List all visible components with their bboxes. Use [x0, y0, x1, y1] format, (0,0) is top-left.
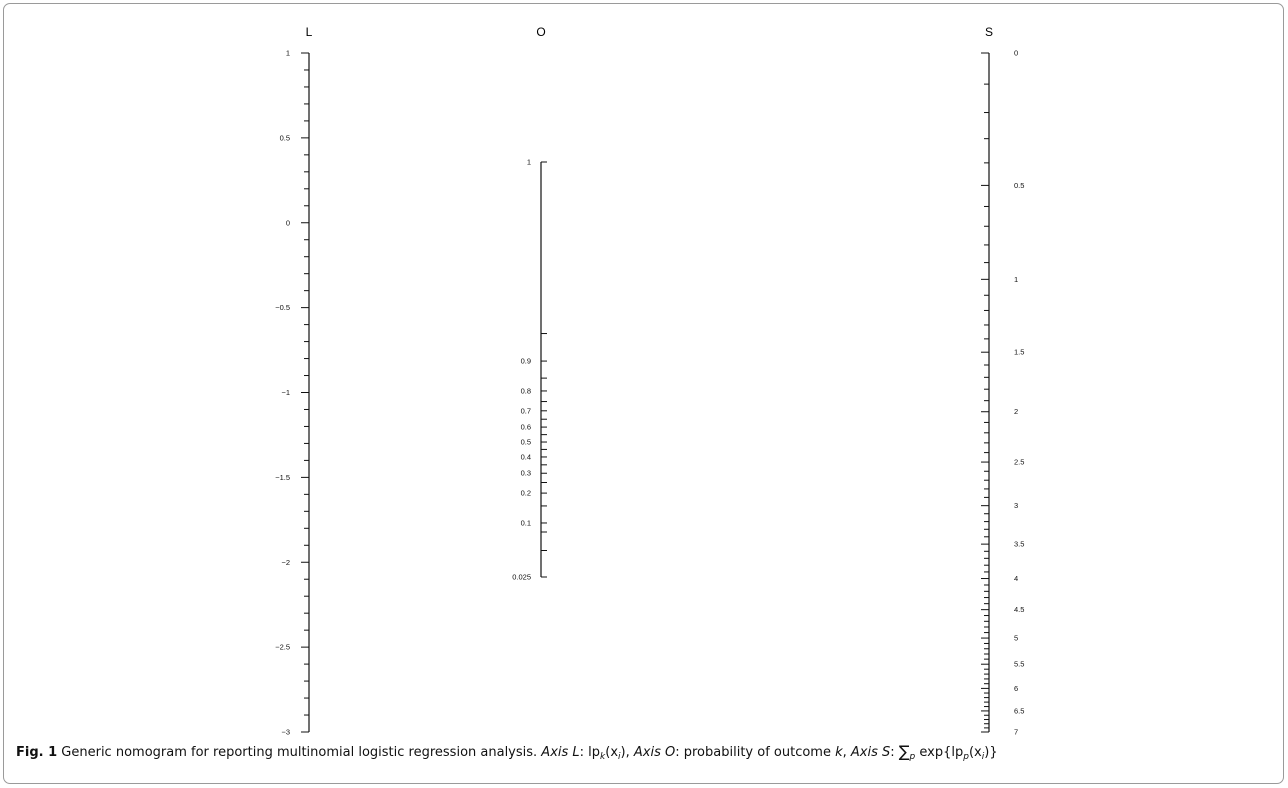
axis-l-tick-label: −0.5: [275, 303, 290, 312]
caption-axis-s-desc-c: (x: [968, 745, 982, 760]
axis-s-tick-label: 2.5: [1014, 458, 1024, 467]
axis-l-tick-label: −1.5: [275, 473, 290, 482]
caption-axis-l-sub: k: [600, 752, 606, 762]
axis-o-tick-label: 0.3: [521, 469, 531, 478]
caption-axis-o-desc: : probability of outcome: [675, 745, 836, 760]
axis-s-tick-label: 0: [1014, 49, 1018, 58]
axis-s-title: S: [985, 25, 993, 39]
caption-axis-l-desc: : lp: [579, 745, 601, 760]
axis-s-tick-label: 1.5: [1014, 348, 1024, 357]
axis-s-tick-label: 4: [1014, 574, 1018, 583]
axis-s: S 0 0.5 1 1.5 2 2.5 3 3.5 4 4.5 5 5.5 6 6.5 7: [981, 25, 1024, 737]
caption-axis-l-desc-c: ),: [620, 745, 634, 760]
caption-axis-s-desc-b: exp{lp: [915, 745, 964, 760]
axis-o-tick-label: 0.5: [521, 438, 531, 447]
axis-s-tick-label: 7: [1014, 728, 1018, 737]
axis-s-tick-label: 0.5: [1014, 181, 1024, 190]
axis-s-tick-label: 6: [1014, 684, 1018, 693]
caption-axis-l-desc-b: (x: [605, 745, 619, 760]
caption-axis-s-desc-d: )}: [984, 745, 998, 760]
axis-o-tick-label: 1: [527, 158, 531, 167]
figure-frame: [3, 3, 1284, 784]
axis-s-tick-label: 1: [1014, 275, 1018, 284]
axis-o-tick-label: 0.9: [521, 357, 531, 366]
caption-axis-o: Axis O: [633, 745, 676, 760]
caption-fig-label: Fig. 1: [16, 745, 58, 760]
caption-axis-s: Axis S: [850, 745, 891, 760]
caption-axis-l-sub2: i: [618, 752, 621, 762]
axis-o-tick-label: 0.8: [521, 386, 531, 395]
caption-sum-sub: p: [909, 752, 916, 762]
axis-l-tick-label: 1: [286, 49, 290, 58]
caption-axis-s-sub: p: [963, 752, 969, 762]
axis-o-tick-label: 0.4: [521, 452, 531, 461]
caption-axis-o-k: k: [835, 745, 843, 760]
caption-axis-l: Axis L: [541, 745, 580, 760]
caption-text: Generic nomogram for reporting multinomi…: [57, 745, 542, 760]
caption-axis-s-desc: :: [890, 745, 899, 760]
axis-l-tick-label: 0: [286, 218, 290, 227]
axis-l: L 1 0.5 0 −0.5 −1 −1.5 −2 −2.5 −3: [275, 25, 312, 737]
axis-o-tick-label: 0.025: [512, 573, 531, 582]
axis-o-tick-label: 0.1: [521, 518, 531, 527]
axis-l-tick-label: −3: [281, 728, 290, 737]
axis-l-tick-label: 0.5: [280, 133, 290, 142]
axis-l-tick-label: −2: [281, 558, 290, 567]
axis-s-tick-label: 6.5: [1014, 706, 1024, 715]
axis-s-tick-label: 2: [1014, 407, 1018, 416]
axis-s-tick-label: 5: [1014, 634, 1018, 643]
caption-axis-s-sub2: i: [981, 752, 985, 762]
axis-l-title: L: [306, 25, 313, 39]
axis-l-tick-label: −2.5: [275, 643, 290, 652]
caption-axis-o-sep: ,: [842, 745, 851, 760]
axis-o: O 1 0.9 0.8 0.7 0.6 0.5 0.4 0.3 0.2 0.1 0.025: [512, 25, 547, 582]
axis-s-tick-label: 3.5: [1014, 540, 1024, 549]
axis-o-tick-label: 0.2: [521, 489, 531, 498]
axis-l-tick-label: −1: [281, 388, 290, 397]
figure-caption: Fig. 1 Generic nomogram for reporting mu…: [16, 742, 1280, 763]
caption-sum-sign: ∑: [898, 742, 910, 761]
axis-o-title: O: [536, 25, 545, 39]
axis-o-tick-label: 0.7: [521, 406, 531, 415]
axis-s-tick-label: 4.5: [1014, 605, 1024, 614]
nomogram-figure: L 1 0.5 0 −0.5 −1 −1.5 −2 −2.5 −3 O 1 0.9 0.8 0.7 0.…: [275, 25, 1024, 737]
axis-s-tick-label: 3: [1014, 501, 1018, 510]
axis-s-tick-label: 5.5: [1014, 660, 1024, 669]
axis-o-tick-label: 0.6: [521, 423, 531, 432]
